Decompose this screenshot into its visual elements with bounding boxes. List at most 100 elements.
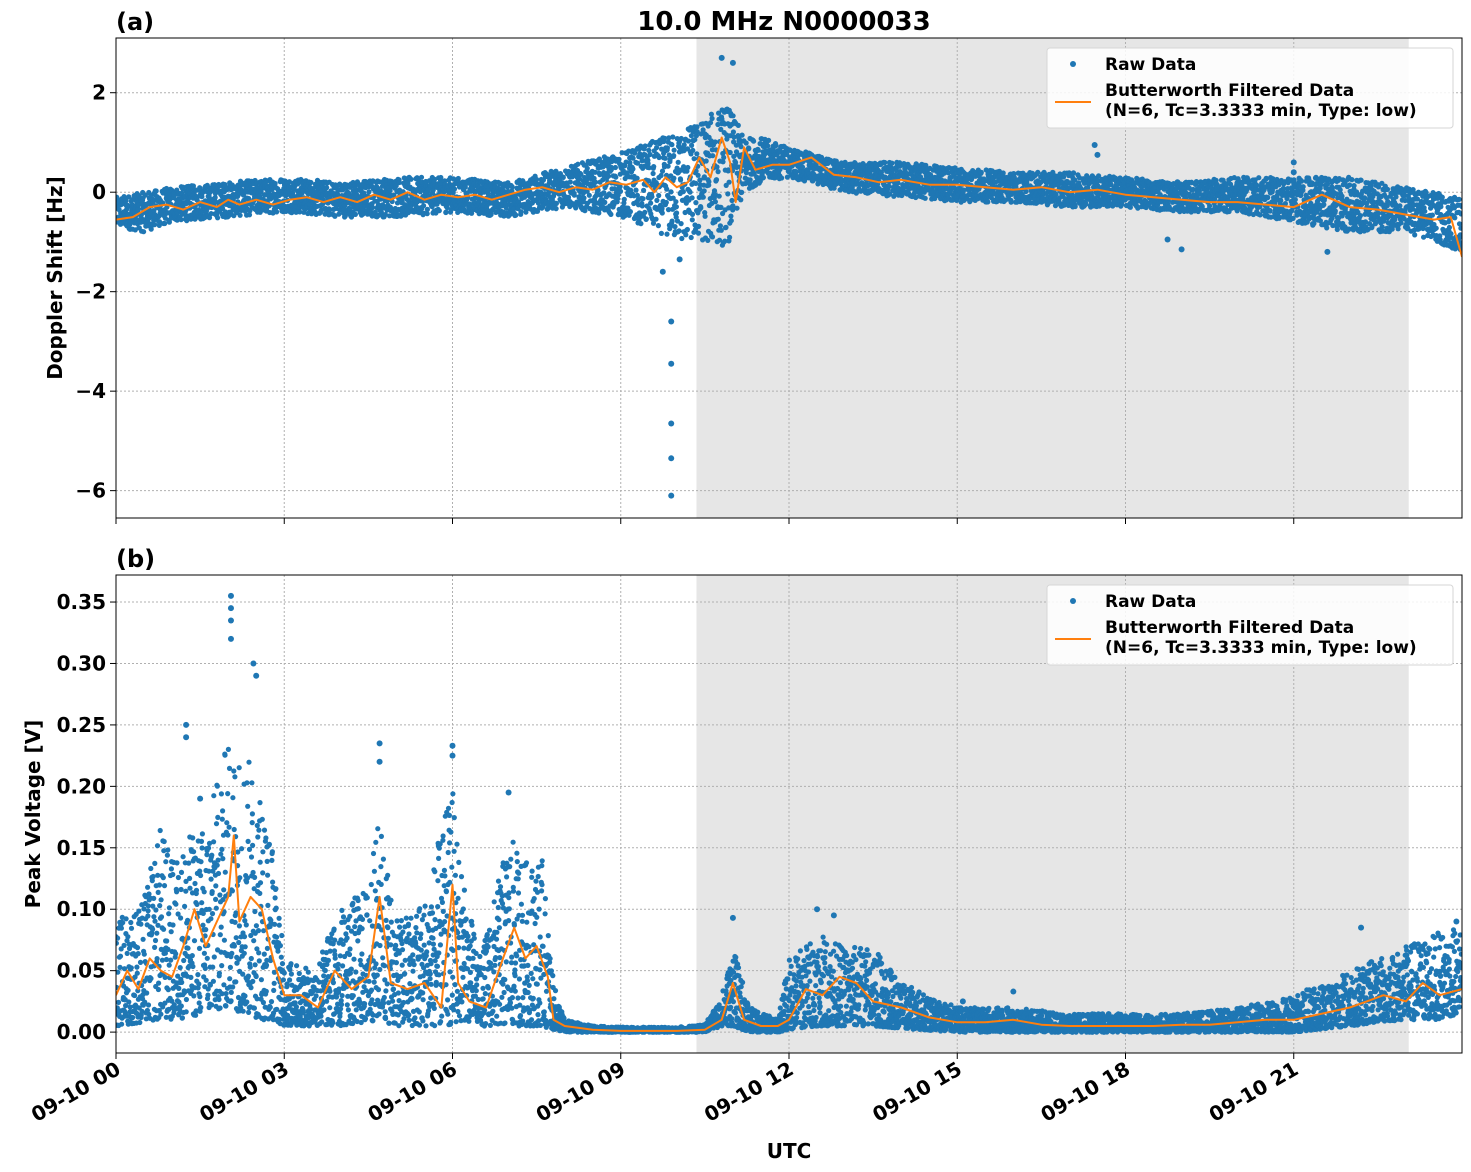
raw-data-point bbox=[237, 212, 243, 218]
raw-data-point bbox=[246, 212, 253, 218]
raw-data-point bbox=[402, 202, 408, 208]
raw-data-point bbox=[654, 197, 660, 203]
chart-title: 10.0 MHz N0000033 bbox=[637, 7, 930, 37]
raw-data-point bbox=[738, 197, 744, 203]
raw-data-point bbox=[735, 122, 741, 128]
raw-data-point bbox=[336, 211, 342, 217]
raw-data-point bbox=[577, 176, 583, 182]
raw-data-point bbox=[178, 217, 184, 223]
raw-data-point bbox=[246, 195, 252, 202]
raw-data-point bbox=[489, 199, 495, 205]
raw-data-point bbox=[153, 188, 159, 194]
raw-data-point bbox=[567, 179, 573, 185]
raw-data-point bbox=[701, 188, 707, 194]
raw-data-point bbox=[418, 174, 425, 180]
raw-data-point bbox=[1083, 201, 1089, 207]
raw-data-point bbox=[1072, 203, 1078, 210]
raw-data-point bbox=[739, 132, 745, 138]
raw-data-point bbox=[689, 217, 695, 223]
raw-data-point bbox=[734, 205, 740, 211]
raw-data-point bbox=[393, 183, 399, 189]
panel-label-b: (b) bbox=[116, 545, 155, 573]
raw-data-point bbox=[723, 224, 729, 230]
raw-data-point bbox=[509, 184, 515, 190]
raw-data-point bbox=[670, 134, 676, 140]
raw-data-point bbox=[651, 164, 657, 170]
raw-data-point bbox=[515, 199, 522, 205]
raw-data-point bbox=[206, 215, 213, 221]
raw-data-point bbox=[324, 185, 330, 191]
raw-data-point bbox=[703, 158, 709, 164]
raw-data-point bbox=[695, 230, 702, 236]
raw-data-point bbox=[716, 193, 722, 199]
raw-data-point bbox=[586, 192, 592, 198]
raw-data-point bbox=[584, 165, 590, 171]
raw-data-point bbox=[889, 160, 895, 166]
raw-data-point bbox=[534, 176, 540, 183]
raw-data-point bbox=[693, 200, 699, 206]
raw-data-point bbox=[156, 219, 163, 225]
raw-data-point bbox=[565, 194, 572, 200]
series-group-a bbox=[116, 54, 1462, 499]
raw-data-point bbox=[922, 195, 928, 201]
raw-data-point bbox=[641, 187, 647, 193]
raw-data-point bbox=[135, 206, 141, 212]
raw-data-point bbox=[689, 142, 695, 148]
raw-data-point bbox=[712, 139, 718, 145]
raw-data-points-a bbox=[116, 54, 1462, 499]
raw-data-point bbox=[513, 212, 519, 218]
raw-data-point bbox=[668, 189, 674, 195]
raw-data-point bbox=[156, 222, 162, 228]
raw-data-point bbox=[656, 192, 662, 199]
raw-data-point bbox=[424, 211, 430, 217]
raw-data-point bbox=[608, 211, 614, 217]
raw-data-point bbox=[726, 179, 732, 185]
raw-data-point bbox=[671, 175, 677, 181]
panel-a-doppler-shift: 10.0 MHz N0000033 (a) Doppler Shift [Hz] bbox=[43, 7, 931, 380]
raw-data-point bbox=[649, 194, 655, 200]
raw-data-point bbox=[713, 177, 720, 183]
raw-data-point bbox=[642, 143, 648, 149]
raw-data-point bbox=[455, 175, 461, 182]
raw-data-point bbox=[560, 174, 566, 180]
raw-data-point bbox=[387, 188, 393, 194]
raw-data-point bbox=[258, 189, 264, 195]
raw-data-point bbox=[672, 224, 678, 230]
raw-data-point bbox=[553, 200, 560, 206]
raw-data-point bbox=[738, 144, 744, 150]
raw-data-point bbox=[673, 204, 680, 210]
raw-data-point bbox=[678, 221, 684, 227]
raw-data-point bbox=[755, 147, 761, 153]
raw-data-point bbox=[553, 206, 559, 212]
raw-data-point bbox=[1008, 199, 1014, 205]
raw-data-point bbox=[424, 206, 430, 212]
raw-data-point bbox=[571, 192, 577, 198]
raw-data-point bbox=[728, 213, 734, 219]
raw-data-point bbox=[695, 172, 701, 178]
raw-data-point bbox=[208, 211, 214, 217]
y-axis-label-b: Peak Voltage [V] bbox=[21, 720, 45, 909]
raw-data-point bbox=[1207, 203, 1213, 209]
raw-data-point bbox=[985, 199, 991, 205]
raw-data-point bbox=[712, 199, 719, 205]
raw-data-point bbox=[779, 175, 785, 181]
raw-data-point bbox=[141, 229, 147, 235]
raw-data-point bbox=[332, 213, 338, 219]
raw-data-point bbox=[689, 211, 696, 217]
raw-data-point bbox=[743, 140, 749, 146]
raw-data-point bbox=[602, 199, 608, 205]
raw-data-point bbox=[639, 203, 645, 209]
raw-data-point bbox=[766, 137, 772, 143]
raw-data-point bbox=[352, 211, 358, 217]
raw-data-point bbox=[297, 209, 303, 215]
raw-data-point bbox=[569, 174, 575, 180]
raw-data-point bbox=[1000, 170, 1006, 176]
raw-data-point bbox=[581, 195, 587, 201]
raw-data-point bbox=[659, 210, 665, 216]
raw-data-point bbox=[683, 232, 689, 238]
raw-data-point bbox=[674, 210, 680, 216]
raw-data-point bbox=[518, 209, 524, 215]
raw-data-point bbox=[630, 166, 636, 172]
raw-data-point bbox=[405, 180, 411, 186]
raw-data-point bbox=[978, 169, 984, 175]
